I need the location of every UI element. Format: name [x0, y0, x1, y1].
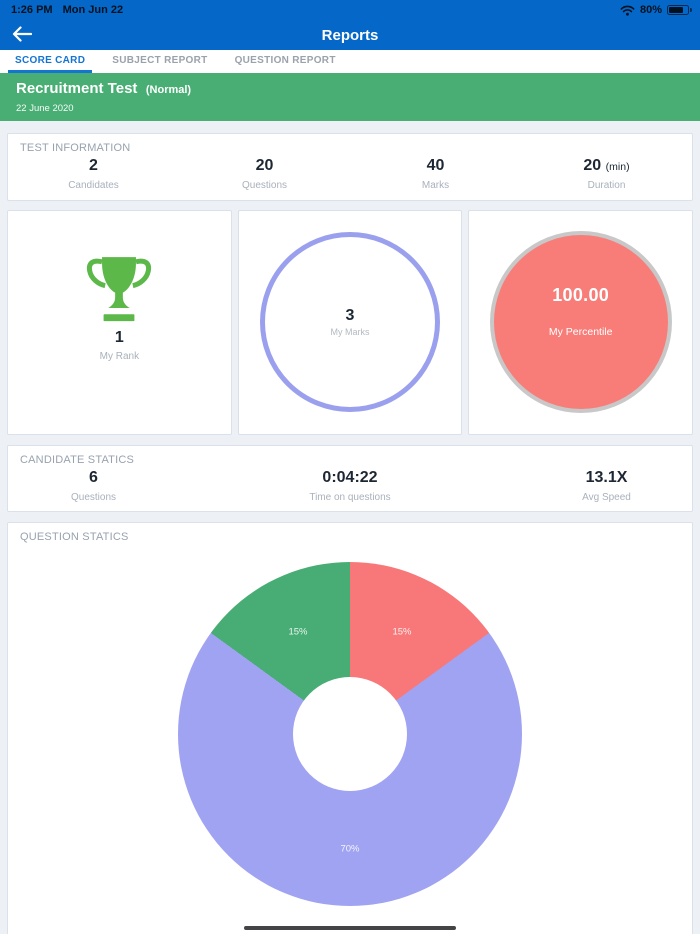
tab-subject-report[interactable]: SUBJECT REPORT [112, 54, 208, 66]
candidate-statics-title: CANDIDATE STATICS [20, 454, 135, 466]
score-cards-row: 1 My Rank 3 My Marks 100.00 My Percentil… [7, 210, 694, 435]
stat-label: Candidates [68, 179, 119, 191]
slice-label-purple: 70% [340, 843, 360, 855]
nav-header: Reports [0, 20, 700, 50]
test-information-title: TEST INFORMATION [20, 142, 131, 154]
stat-value: 40 [426, 157, 445, 174]
test-information-stats: 2 Candidates 20 Questions 40 Marks 20 (m… [8, 157, 692, 191]
test-name: Recruitment Test [16, 80, 138, 97]
back-arrow-icon [12, 26, 32, 42]
battery-level [669, 7, 684, 13]
stat-label: Avg Speed [582, 491, 631, 503]
candidate-statics-card: CANDIDATE STATICS 6 Questions 0:04:22 Ti… [7, 445, 693, 512]
home-indicator[interactable] [244, 926, 456, 930]
percentile-label: My Percentile [548, 326, 613, 338]
rank-label: My Rank [99, 351, 140, 362]
stat-value: 2 [89, 157, 98, 174]
battery-nub [689, 8, 692, 12]
test-date: 22 June 2020 [16, 103, 74, 114]
test-banner: Recruitment Test (Normal) 22 June 2020 [0, 73, 700, 121]
page-title: Reports [321, 26, 379, 44]
tab-score-card[interactable]: SCORE CARD [8, 50, 93, 73]
slice-label-red: 15% [392, 626, 412, 638]
trophy-icon [8, 251, 231, 325]
stat-value: 6 [89, 469, 98, 486]
percentile-value: 100.00 [552, 285, 610, 305]
test-type: (Normal) [145, 84, 192, 96]
status-time: 1:26 PM [11, 4, 53, 16]
stat-value: 0:04:22 [322, 469, 378, 486]
stat-label: Time on questions [309, 491, 391, 503]
status-right: 80% [620, 4, 692, 16]
tab-bar: SCORE CARD SUBJECT REPORT QUESTION REPOR… [0, 50, 700, 73]
marks-card: 3 My Marks [237, 210, 463, 435]
stat-questions: 20 Questions [179, 157, 350, 191]
back-button[interactable] [8, 22, 36, 46]
rank-card: 1 My Rank [7, 210, 232, 435]
stat-label: Duration [587, 179, 626, 191]
report-scroll-area[interactable]: TEST INFORMATION 2 Candidates 20 Questio… [0, 121, 700, 934]
question-statics-card: QUESTION STATICS 15% 70% 15% [7, 522, 693, 934]
stat-label: Marks [421, 179, 450, 191]
stat-label: Questions [70, 491, 117, 503]
stat-value: 13.1X [585, 469, 628, 486]
wifi-icon [620, 5, 635, 16]
percentile-circle: 100.00 My Percentile [489, 231, 672, 413]
donut-hole [293, 677, 407, 791]
marks-value: 3 [345, 307, 355, 324]
stat-avg-speed: 13.1X Avg Speed [521, 469, 692, 503]
stat-label: Questions [241, 179, 288, 191]
marks-circle: 3 My Marks [260, 232, 440, 412]
stat-marks: 40 Marks [350, 157, 521, 191]
battery-icon [667, 5, 692, 15]
stat-value: 20 (min) [583, 157, 630, 174]
tab-question-report[interactable]: QUESTION REPORT [234, 54, 336, 66]
status-left: 1:26 PM Mon Jun 22 [11, 4, 123, 16]
status-date: Mon Jun 22 [62, 4, 124, 16]
stat-duration: 20 (min) Duration [521, 157, 692, 191]
stat-suffix: (min) [605, 161, 630, 173]
question-statics-title: QUESTION STATICS [20, 531, 129, 543]
rank-value: 1 [114, 329, 124, 346]
stat-attempted-questions: 6 Questions [8, 469, 179, 503]
stat-candidates: 2 Candidates [8, 157, 179, 191]
test-information-card: TEST INFORMATION 2 Candidates 20 Questio… [7, 133, 693, 201]
test-banner-title-row: Recruitment Test (Normal) [16, 80, 684, 98]
battery-percent: 80% [639, 4, 662, 16]
status-bar: 1:26 PM Mon Jun 22 80% [0, 0, 700, 20]
stat-time-on-questions: 0:04:22 Time on questions [179, 469, 521, 503]
percentile-card: 100.00 My Percentile [468, 210, 694, 435]
marks-label: My Marks [330, 327, 370, 337]
stat-value: 20 [255, 157, 274, 174]
slice-label-green: 15% [288, 626, 308, 638]
candidate-statics-stats: 6 Questions 0:04:22 Time on questions 13… [8, 469, 692, 503]
donut-chart: 15% 70% 15% [178, 562, 522, 906]
